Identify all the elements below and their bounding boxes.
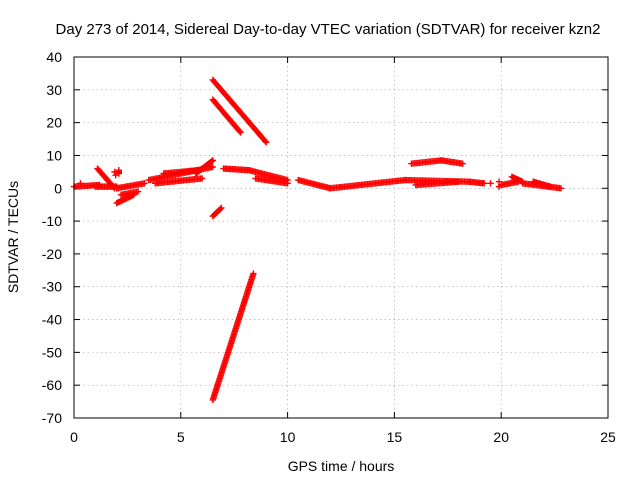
data-trace	[438, 157, 466, 167]
data-trace	[465, 178, 488, 187]
chart-title: Day 273 of 2014, Sidereal Day-to-day VTE…	[56, 21, 601, 38]
data-trace	[295, 176, 334, 192]
axis-ticks: 0 5 10 15 20 25 -70 -60 -50 -40 -30 -20 -10 0 10 20 30 40	[42, 49, 616, 445]
x-tick-label: 5	[177, 429, 185, 445]
data-trace	[151, 175, 206, 187]
x-axis-label: GPS time / hours	[288, 458, 395, 474]
data-trace	[252, 175, 291, 187]
data-point	[495, 183, 503, 190]
data-trace	[94, 165, 118, 192]
x-tick-label: 15	[387, 429, 403, 445]
y-tick-label: 40	[46, 49, 62, 65]
y-tick-label: 0	[54, 180, 62, 196]
data-trace	[115, 167, 123, 177]
data-trace	[192, 157, 217, 177]
y-tick-label: -60	[42, 377, 62, 393]
y-tick-label: -10	[42, 213, 62, 229]
x-tick-label: 0	[70, 429, 78, 445]
y-tick-label: 20	[46, 115, 62, 131]
data-trace	[408, 157, 445, 167]
data-trace	[113, 191, 138, 207]
y-tick-label: -50	[42, 344, 62, 360]
data-trace	[209, 96, 244, 136]
grid	[74, 57, 608, 418]
data-trace	[245, 167, 291, 184]
x-tick-label: 25	[600, 429, 616, 445]
data-trace	[327, 176, 409, 192]
data-trace	[113, 180, 148, 192]
data-trace	[412, 178, 462, 189]
data-trace	[220, 165, 253, 174]
y-tick-label: -30	[42, 279, 62, 295]
data-point	[77, 180, 84, 187]
plot-frame	[73, 56, 609, 419]
y-tick-label: -40	[42, 312, 62, 328]
data-trace	[209, 204, 225, 220]
data-trace	[209, 270, 257, 404]
data-trace	[160, 167, 202, 177]
data-point	[487, 180, 494, 187]
data-series	[70, 76, 565, 404]
data-point	[112, 171, 119, 179]
y-axis-label: SDTVAR / TECUs	[5, 181, 21, 293]
x-tick-label: 20	[493, 429, 509, 445]
y-tick-label: -70	[42, 410, 62, 426]
data-trace	[209, 76, 270, 146]
data-point	[111, 168, 118, 176]
y-tick-label: 10	[46, 147, 62, 163]
y-tick-label: -20	[42, 246, 62, 262]
y-tick-label: 30	[46, 82, 62, 98]
x-tick-label: 10	[280, 429, 296, 445]
data-trace	[530, 178, 554, 190]
